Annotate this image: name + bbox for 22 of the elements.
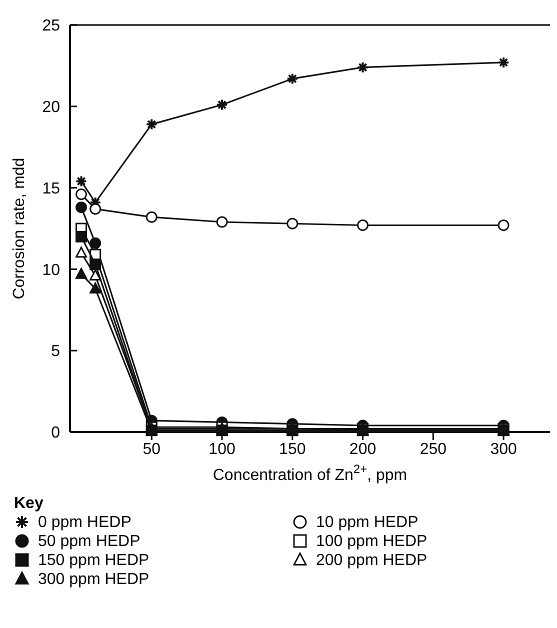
y-tick-label: 15 <box>42 180 60 198</box>
legend-label: 150 ppm HEDP <box>38 552 150 569</box>
x-tick-label: 50 <box>142 441 161 458</box>
legend-label: 10 ppm HEDP <box>316 514 418 531</box>
y-tick-label: 5 <box>51 343 60 360</box>
x-tick-label: 200 <box>349 441 376 458</box>
y-tick-label: 10 <box>42 262 60 279</box>
legend-label: 0 ppm HEDP <box>38 514 132 531</box>
x-axis-title: Concentration of Zn$^{2+}$, ppm <box>212 462 408 484</box>
x-tick-label: 100 <box>208 441 236 458</box>
legend-label: 50 ppm HEDP <box>38 533 140 550</box>
legend-label: 300 ppm HEDP <box>38 571 150 588</box>
y-tick-label: 0 <box>51 424 60 442</box>
legend-label: 100 ppm HEDP <box>316 533 428 550</box>
legend-title: Key <box>14 495 44 512</box>
x-tick-label: 300 <box>490 441 517 458</box>
y-axis-title: Corrosion rate, mdd <box>11 158 28 300</box>
x-tick-label: 250 <box>420 441 447 458</box>
legend-label: 200 ppm HEDP <box>316 552 428 569</box>
y-tick-label: 25 <box>42 18 60 35</box>
y-tick-label: 20 <box>42 99 60 116</box>
x-tick-label: 150 <box>279 441 306 458</box>
